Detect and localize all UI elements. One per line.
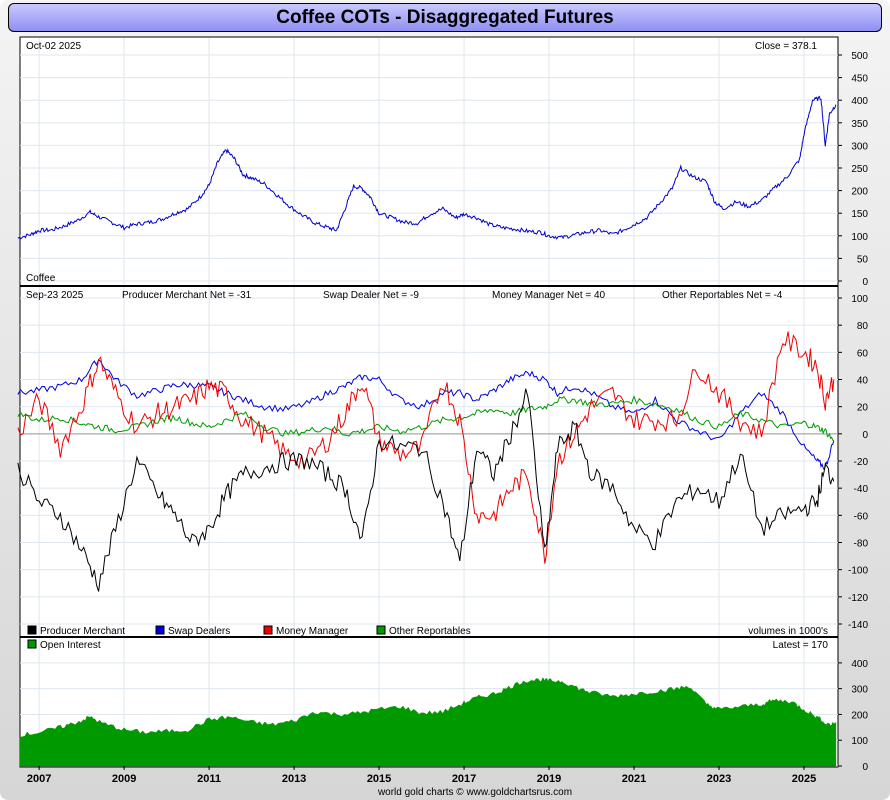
- price-ytick-label-6: 300: [851, 141, 868, 152]
- price-ytick-label-1: 50: [857, 254, 869, 265]
- xtick-label-6: 2019: [537, 773, 561, 785]
- xtick-label-7: 2021: [622, 773, 646, 785]
- price-y-axis: 0 50 100 150 200 250 300 350 400 450 500: [838, 51, 868, 288]
- open-interest-fill: [19, 677, 837, 767]
- legend-swatch-other: [376, 625, 386, 635]
- net-label-producer: Producer Merchant Net = -31: [122, 290, 252, 301]
- legend-swatch-oi: [27, 639, 37, 649]
- price-ytick-label-4: 200: [851, 187, 868, 198]
- pos-ytick-label-7: 0: [862, 430, 868, 441]
- xtick-label-0: 2007: [27, 773, 51, 785]
- volume-note: volumes in 1000's: [748, 626, 828, 637]
- pos-ytick-label-12: 100: [851, 294, 868, 305]
- legend-producer: Producer Merchant: [40, 626, 125, 637]
- price-ytick-label-7: 350: [851, 119, 868, 130]
- position-series: [17, 331, 835, 592]
- xtick-label-9: 2025: [792, 773, 816, 785]
- pos-ytick-label-0: -140: [848, 620, 868, 631]
- price-date-label: Oct-02 2025: [26, 41, 81, 52]
- price-ytick-label-2: 100: [851, 232, 868, 243]
- pos-ytick-label-1: -120: [848, 593, 868, 604]
- xtick-label-4: 2015: [367, 773, 391, 785]
- price-ytick-label-3: 150: [851, 209, 868, 220]
- pos-ytick-label-2: -100: [848, 566, 868, 577]
- net-label-money: Money Manager Net = 40: [492, 290, 606, 301]
- money-manager-line: [17, 331, 835, 564]
- legend-other: Other Reportables: [389, 626, 471, 637]
- x-axis: 2007 2009 2011 2013 2015 2017 2019 2021 2023 2025: [27, 766, 816, 785]
- net-label-other: Other Reportables Net = -4: [662, 290, 783, 301]
- oi-ytick-label-0: 0: [862, 762, 868, 773]
- pos-ytick-label-9: 40: [857, 376, 869, 387]
- price-ytick-label-0: 0: [862, 277, 868, 288]
- xtick-label-5: 2017: [452, 773, 476, 785]
- price-panel-title: Coffee: [26, 273, 56, 284]
- legend-swap: Swap Dealers: [168, 626, 230, 637]
- xtick-label-8: 2023: [707, 773, 731, 785]
- pos-ytick-label-5: -40: [854, 484, 869, 495]
- legend-swatch-swap: [155, 625, 165, 635]
- price-line-series: [17, 95, 837, 240]
- pos-ytick-label-6: -20: [854, 457, 869, 468]
- xtick-label-3: 2013: [282, 773, 306, 785]
- positions-date-label: Sep-23 2025: [26, 290, 84, 301]
- net-label-swap: Swap Dealer Net = -9: [323, 290, 419, 301]
- pos-ytick-label-11: 80: [857, 321, 869, 332]
- open-interest-area: [19, 677, 837, 767]
- plot-area: [19, 36, 839, 768]
- positions-y-axis: -140 -120 -100 -80 -60 -40 -20 0 20 40 60 80 100: [838, 294, 868, 631]
- pos-ytick-label-10: 60: [857, 348, 869, 359]
- legend-money: Money Manager: [276, 626, 349, 637]
- price-line: [17, 95, 837, 240]
- oi-ytick-label-3: 300: [851, 685, 868, 696]
- xtick-label-2: 2011: [197, 773, 221, 785]
- producer-merchant-line: [17, 388, 835, 592]
- price-close-label: Close = 378.1: [755, 41, 817, 52]
- chart-title: Coffee COTs - Disaggregated Futures: [8, 3, 882, 32]
- footer-credit: world gold charts © www.goldchartsrus.co…: [377, 787, 572, 798]
- legend-open-interest: Open Interest: [40, 640, 101, 651]
- legend-swatch-money: [263, 625, 273, 635]
- price-ytick-label-5: 250: [851, 164, 868, 175]
- oi-latest-label: Latest = 170: [773, 640, 829, 651]
- oi-y-axis: 0 100 200 300 400: [838, 659, 868, 773]
- swap-dealers-line: [17, 358, 835, 471]
- pos-ytick-label-8: 20: [857, 403, 869, 414]
- legend-swatch-producer: [27, 625, 37, 635]
- oi-ytick-label-1: 100: [851, 736, 868, 747]
- pos-ytick-label-3: -80: [854, 539, 869, 550]
- pos-ytick-label-4: -60: [854, 511, 869, 522]
- price-ytick-label-10: 500: [851, 51, 868, 62]
- oi-ytick-label-2: 200: [851, 710, 868, 721]
- price-ytick-label-9: 450: [851, 74, 868, 85]
- oi-ytick-label-4: 400: [851, 659, 868, 670]
- other-reportables-line: [17, 395, 835, 442]
- price-ytick-label-8: 400: [851, 96, 868, 107]
- xtick-label-1: 2009: [112, 773, 136, 785]
